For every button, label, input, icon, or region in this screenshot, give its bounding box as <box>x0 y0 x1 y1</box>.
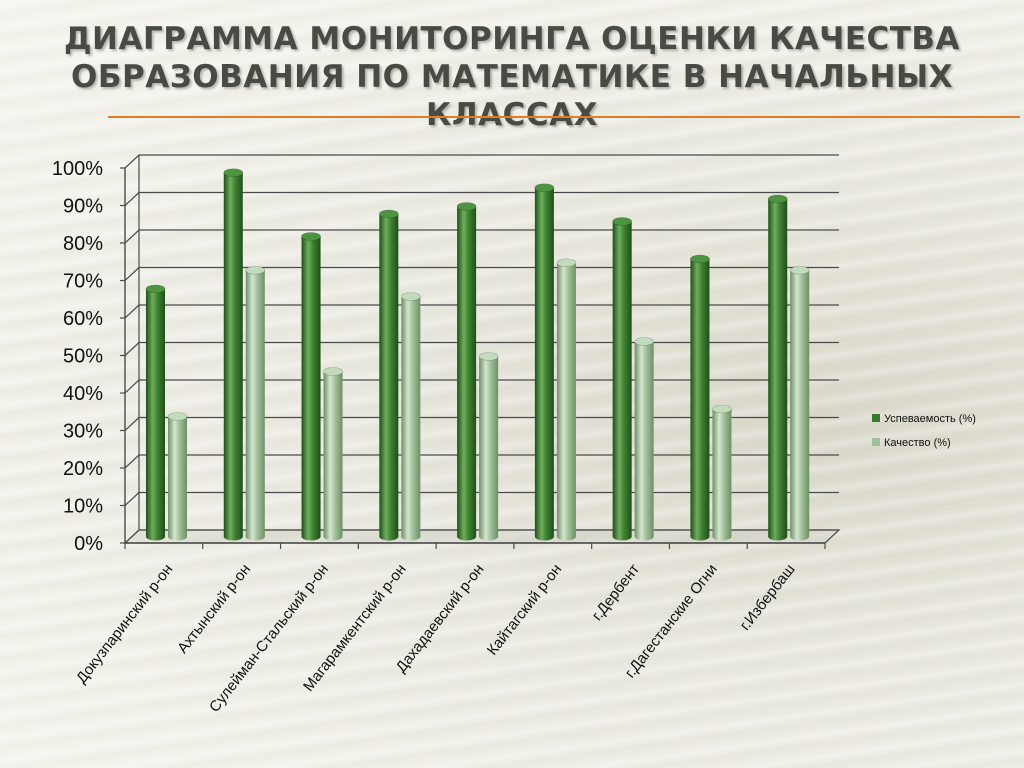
bar-uspevaemost <box>612 217 632 541</box>
gridline-depth <box>124 379 140 394</box>
x-tick-label: Докузпаринский р-он <box>73 561 176 687</box>
gridline-depth <box>124 454 140 469</box>
y-tick-label: 60% <box>63 308 103 330</box>
gridline-depth <box>124 267 140 281</box>
bar-kachestvo <box>789 265 810 541</box>
y-tick-label: 30% <box>63 421 103 443</box>
legend-label: Качество (%) <box>884 437 951 449</box>
bar-kachestvo <box>478 352 499 541</box>
y-tick-label: 80% <box>63 233 103 255</box>
y-tick-label: 90% <box>63 196 103 218</box>
x-tick-label: Кайтагский р-он <box>484 561 565 659</box>
legend-swatch <box>872 438 880 446</box>
bar-uspevaemost <box>767 194 788 541</box>
y-tick-label: 0% <box>74 533 103 555</box>
bar-uspevaemost <box>379 209 399 541</box>
bar-kachestvo <box>323 367 343 541</box>
y-tick-label: 20% <box>63 458 103 480</box>
bar-kachestvo <box>556 258 577 541</box>
bar-uspevaemost <box>223 168 244 541</box>
gridline-depth <box>124 192 140 206</box>
title-underline <box>108 116 1020 118</box>
y-tick-label: 50% <box>63 346 103 368</box>
gridline-depth <box>124 492 140 506</box>
y-tick-label: 10% <box>63 496 103 518</box>
x-tick-label: Дахадаевский р-он <box>393 561 488 676</box>
bar-kachestvo <box>245 265 266 541</box>
bar-uspevaemost <box>456 202 477 541</box>
bar-kachestvo <box>712 404 732 541</box>
gridline-depth <box>124 229 140 244</box>
y-tick-label: 70% <box>63 271 103 293</box>
slide-title: ДИАГРАММА МОНИТОРИНГА ОЦЕНКИ КАЧЕСТВА ОБ… <box>63 21 961 133</box>
gridline-depth <box>124 154 140 169</box>
bar-kachestvo <box>401 292 421 541</box>
x-tick-label: г.Избербаш <box>737 561 799 634</box>
legend-swatch <box>872 414 880 422</box>
gridline-depth <box>124 342 140 356</box>
gridline-depth <box>124 304 140 319</box>
bar-uspevaemost <box>534 183 555 541</box>
legend-label: Успеваемость (%) <box>884 413 976 425</box>
gridline-depth <box>124 417 140 431</box>
bar-kachestvo <box>634 337 654 541</box>
y-tick-label: 100% <box>52 158 103 180</box>
y-tick-label: 40% <box>63 383 103 405</box>
bar-uspevaemost <box>145 284 166 541</box>
x-tick-label: г.Дербент <box>589 561 643 624</box>
bar-uspevaemost <box>690 254 710 541</box>
x-tick-label: Ахтынский р-он <box>174 561 254 657</box>
bar-kachestvo <box>167 412 188 541</box>
bar-uspevaemost <box>301 232 321 541</box>
